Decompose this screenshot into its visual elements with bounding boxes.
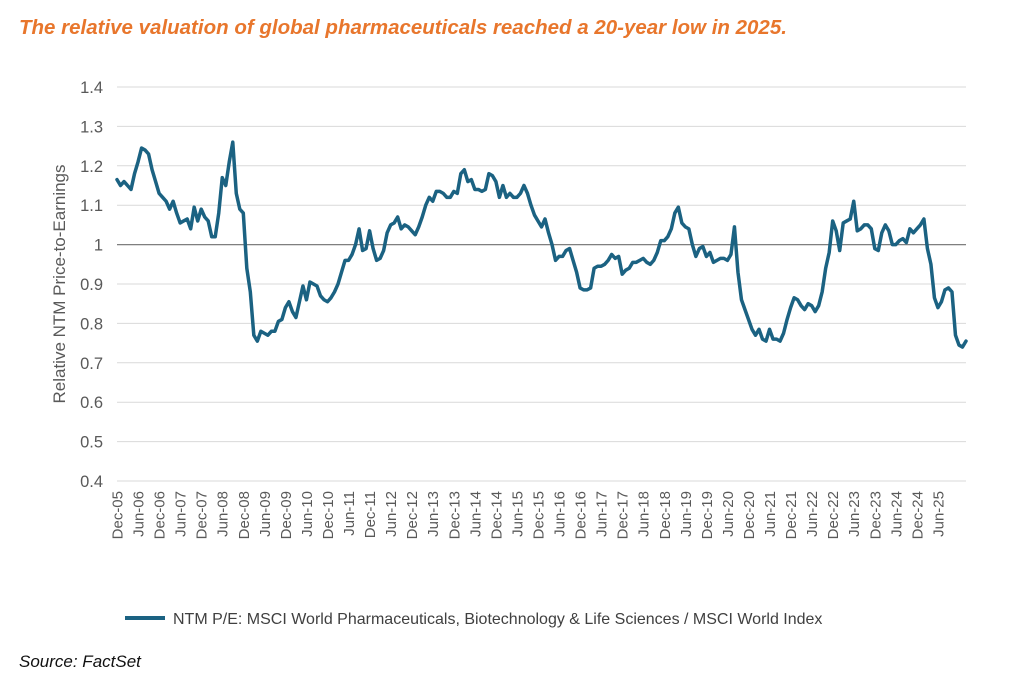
y-tick-label: 0.6	[80, 394, 103, 412]
x-tick-label: Jun-15	[509, 491, 526, 537]
x-tick-label: Dec-16	[573, 491, 590, 539]
y-tick-label: 1.2	[80, 158, 103, 176]
x-tick-label: Jun-10	[299, 491, 316, 537]
x-tick-label: Dec-24	[909, 491, 926, 539]
y-axis-ticks: 0.4 0.5 0.6 0.7 0.8 0.9 1 1.1 1.2 1.3 1.4	[80, 79, 103, 491]
y-tick-label: 1	[94, 237, 103, 255]
x-tick-label: Jun-24	[888, 491, 905, 537]
y-tick-label: 1.3	[80, 118, 103, 136]
x-tick-label: Jun-18	[636, 491, 653, 537]
x-axis-ticks: Dec-05 Jun-06 Dec-06 Jun-07 Dec-07 Jun-08 Dec-…	[110, 491, 948, 539]
source-note: Source: FactSet	[19, 652, 141, 671]
x-tick-label: Dec-22	[825, 491, 842, 539]
x-tick-label: Jun-16	[552, 491, 569, 537]
x-tick-label: Dec-09	[278, 491, 295, 539]
x-tick-label: Jun-13	[425, 491, 442, 537]
x-tick-label: Dec-17	[615, 491, 632, 539]
x-tick-label: Dec-18	[657, 491, 674, 539]
x-tick-label: Jun-20	[720, 491, 737, 537]
series-line	[115, 140, 968, 349]
x-tick-label: Dec-08	[236, 491, 253, 539]
y-tick-label: 0.4	[80, 473, 103, 491]
x-tick-label: Jun-07	[173, 491, 190, 537]
x-tick-label: Dec-19	[699, 491, 716, 539]
x-tick-label: Dec-05	[110, 491, 127, 539]
x-tick-label: Dec-14	[488, 491, 505, 539]
x-tick-label: Jun-25	[930, 491, 947, 537]
x-tick-label: Jun-06	[131, 491, 148, 537]
x-tick-label: Jun-23	[846, 491, 863, 537]
x-tick-label: Dec-12	[404, 491, 421, 539]
y-axis-label: Relative NTM Price-to-Earnings	[50, 164, 69, 403]
x-tick-label: Dec-06	[152, 491, 169, 539]
x-tick-label: Jun-08	[215, 491, 232, 537]
x-tick-label: Dec-21	[783, 491, 800, 539]
x-tick-label: Jun-21	[762, 491, 779, 537]
x-tick-label: Jun-09	[257, 491, 274, 537]
x-tick-label: Dec-11	[362, 491, 379, 538]
y-tick-label: 0.9	[80, 276, 103, 294]
y-tick-label: 1.4	[80, 79, 103, 97]
x-tick-label: Jun-14	[467, 491, 484, 537]
x-tick-label: Jun-12	[383, 491, 400, 537]
x-tick-label: Jun-22	[804, 491, 821, 537]
x-tick-label: Jun-19	[678, 491, 695, 537]
x-tick-label: Dec-13	[446, 491, 463, 539]
x-tick-label: Jun-17	[594, 491, 611, 537]
x-tick-label: Dec-20	[741, 491, 758, 539]
chart-title: The relative valuation of global pharmac…	[19, 16, 787, 39]
x-tick-label: Dec-23	[867, 491, 884, 539]
y-tick-label: 1.1	[80, 197, 103, 215]
x-tick-label: Dec-10	[320, 491, 337, 539]
legend-label: NTM P/E: MSCI World Pharmaceuticals, Bio…	[173, 611, 822, 628]
y-tick-label: 0.8	[80, 315, 103, 333]
gridlines	[117, 86, 966, 482]
x-tick-label: Jun-11	[341, 491, 358, 536]
legend: NTM P/E: MSCI World Pharmaceuticals, Bio…	[125, 611, 822, 628]
x-tick-label: Dec-07	[194, 491, 211, 539]
x-tick-label: Dec-15	[530, 491, 547, 539]
y-tick-label: 0.5	[80, 434, 103, 452]
y-tick-label: 0.7	[80, 355, 103, 373]
